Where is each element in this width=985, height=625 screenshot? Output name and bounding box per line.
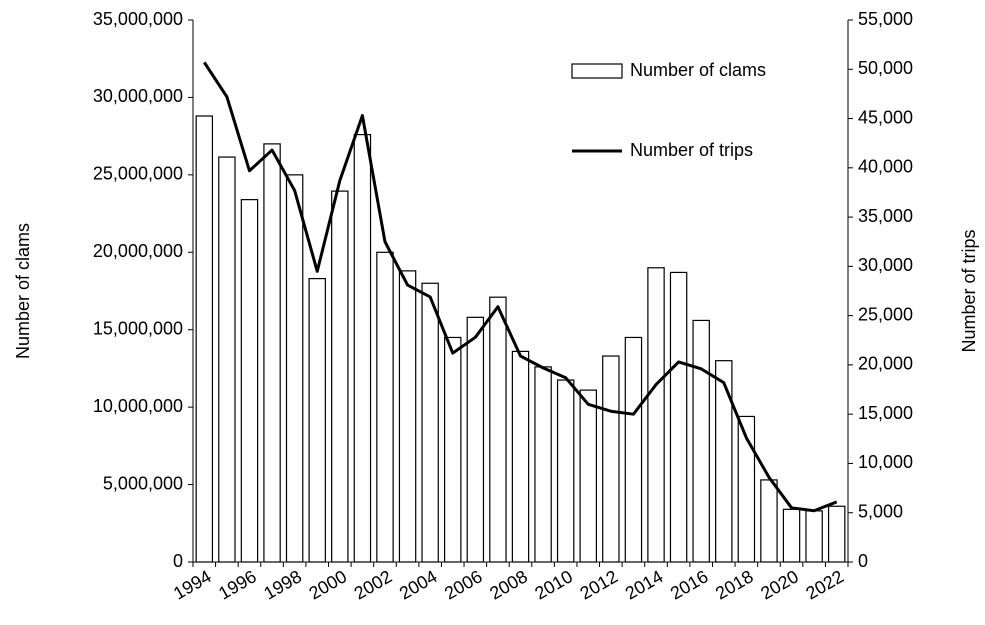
y-tick-label: 5,000,000 — [103, 473, 183, 493]
bar — [331, 190, 349, 563]
x-tick-label: 2020 — [757, 566, 802, 603]
y-tick-label: 15,000,000 — [93, 318, 183, 338]
y2-tick-label: 25,000 — [858, 304, 913, 324]
bar — [511, 350, 530, 563]
bar — [353, 133, 372, 563]
bar — [263, 143, 281, 563]
x-tick-label: 2008 — [486, 566, 531, 603]
x-tick-label: 1996 — [215, 566, 260, 603]
bar — [579, 389, 597, 563]
bar — [195, 115, 214, 563]
legend-label: Number of clams — [630, 60, 766, 80]
bar — [240, 199, 259, 563]
y2-axis-label: Number of trips — [959, 229, 979, 352]
y-tick-label: 25,000,000 — [93, 164, 183, 184]
bar — [218, 156, 236, 563]
y-tick-label: 10,000,000 — [93, 396, 183, 416]
x-tick-label: 2006 — [441, 566, 486, 603]
y-axis-label: Number of clams — [13, 223, 33, 359]
x-tick-label: 1998 — [260, 566, 305, 603]
bar — [827, 505, 846, 563]
y2-tick-label: 50,000 — [858, 58, 913, 78]
y-tick-label: 35,000,000 — [93, 9, 183, 29]
y2-tick-label: 45,000 — [858, 107, 913, 127]
y2-tick-label: 15,000 — [858, 403, 913, 423]
x-tick-label: 2000 — [306, 566, 351, 603]
bar — [489, 296, 507, 563]
y-tick-label: 30,000,000 — [93, 86, 183, 106]
y2-tick-label: 35,000 — [858, 206, 913, 226]
bar — [398, 270, 417, 563]
x-tick-label: 2010 — [531, 566, 576, 603]
bar — [376, 251, 394, 563]
bar — [647, 267, 665, 563]
bar — [308, 278, 326, 563]
bar — [669, 271, 688, 563]
bar — [556, 379, 575, 563]
x-tick-label: 2012 — [577, 566, 622, 603]
x-tick-label: 2002 — [351, 566, 396, 603]
bar — [421, 282, 439, 563]
line — [203, 61, 838, 513]
y2-tick-label: 0 — [858, 551, 868, 571]
bar — [534, 366, 552, 563]
y2-tick-label: 55,000 — [858, 9, 913, 29]
bar — [444, 336, 462, 563]
x-tick-label: 2018 — [712, 566, 757, 603]
bar — [602, 355, 620, 563]
legend-label: Number of trips — [630, 140, 753, 160]
y2-tick-label: 30,000 — [858, 255, 913, 275]
bar — [782, 508, 801, 563]
bar — [624, 336, 643, 563]
bar — [715, 360, 733, 563]
y-tick-label: 20,000,000 — [93, 241, 183, 261]
x-tick-label: 1994 — [170, 566, 215, 603]
y-tick-label: 0 — [173, 551, 183, 571]
bar — [285, 174, 304, 563]
x-tick-label: 2014 — [622, 566, 667, 603]
bar — [805, 510, 823, 563]
bar — [760, 479, 778, 563]
bar — [692, 319, 710, 563]
legend-swatch — [571, 63, 623, 79]
x-tick-label: 2022 — [802, 566, 847, 603]
y2-tick-label: 40,000 — [858, 157, 913, 177]
y2-tick-label: 5,000 — [858, 501, 903, 521]
x-tick-label: 2004 — [396, 566, 441, 603]
y2-tick-label: 10,000 — [858, 452, 913, 472]
x-tick-label: 2016 — [667, 566, 712, 603]
y2-tick-label: 20,000 — [858, 354, 913, 374]
bar — [466, 316, 485, 563]
